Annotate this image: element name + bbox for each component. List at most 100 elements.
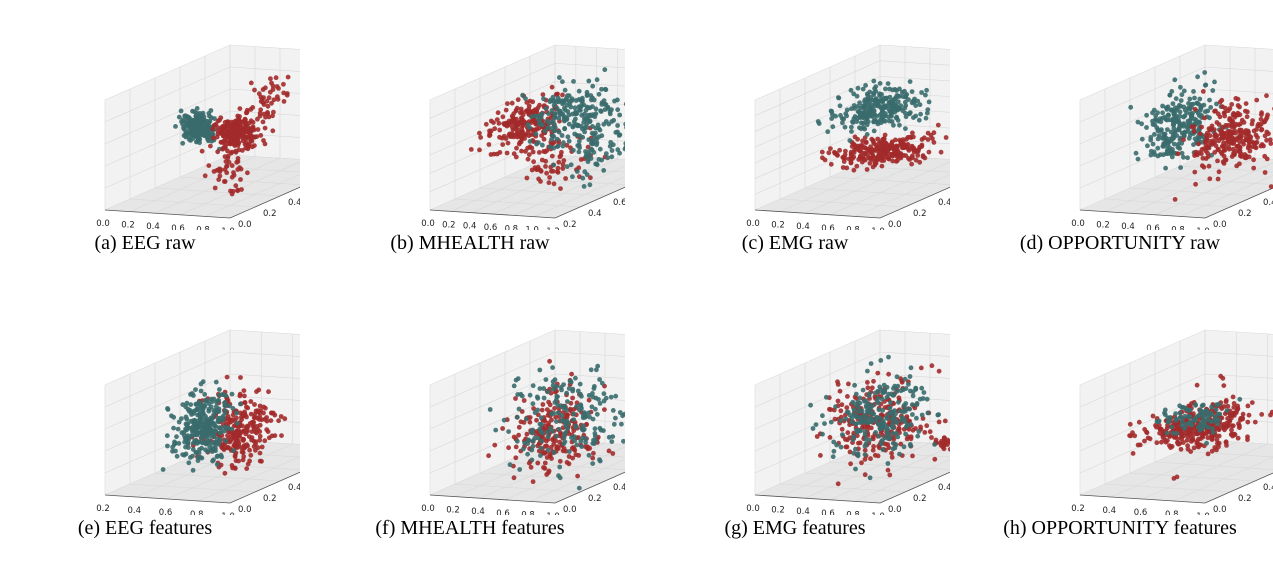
data-point: [522, 440, 528, 446]
data-point: [226, 159, 232, 165]
data-point: [592, 426, 598, 432]
data-point: [1168, 129, 1174, 135]
x-tick-label: 1.0: [546, 512, 560, 515]
data-point: [247, 131, 253, 137]
data-point: [1264, 93, 1269, 99]
data-point: [553, 438, 558, 444]
data-point: [1144, 112, 1149, 118]
data-point: [551, 450, 557, 455]
data-point: [889, 454, 895, 460]
data-point: [229, 434, 234, 439]
data-point: [1179, 150, 1185, 156]
data-point: [938, 149, 944, 155]
data-point: [1178, 165, 1183, 171]
x-tick-label: 0.2: [1096, 221, 1110, 230]
data-point: [1237, 396, 1243, 402]
data-point: [557, 458, 563, 464]
data-point: [1132, 433, 1138, 439]
data-point: [918, 111, 923, 117]
data-point: [890, 430, 896, 436]
data-point: [869, 385, 875, 391]
data-point: [550, 428, 555, 434]
data-point: [623, 102, 625, 107]
data-point: [872, 390, 878, 396]
data-point: [887, 405, 893, 411]
data-point: [1239, 154, 1244, 159]
data-point: [1230, 394, 1236, 400]
data-point: [606, 448, 612, 454]
data-point: [891, 122, 896, 128]
data-point: [1210, 426, 1215, 431]
caption-eeg-features: (e) EEG features: [77, 517, 213, 539]
x-tick-label: 0.4: [1102, 506, 1116, 515]
data-point: [887, 143, 892, 149]
data-point: [233, 183, 239, 189]
data-point: [1165, 127, 1170, 132]
data-point: [228, 150, 234, 156]
x-tick-label: 0.2: [771, 506, 785, 515]
data-point: [886, 371, 891, 377]
data-point: [895, 99, 901, 105]
x-axis-line: [429, 494, 556, 504]
data-point: [1205, 424, 1211, 430]
data-point: [546, 111, 551, 117]
data-point: [190, 467, 196, 473]
data-point: [506, 445, 511, 451]
data-point: [868, 415, 874, 421]
data-point: [570, 124, 576, 130]
data-point: [874, 399, 880, 404]
data-point: [591, 150, 597, 155]
data-point: [593, 438, 599, 444]
data-point: [854, 433, 860, 439]
data-point: [264, 98, 270, 104]
data-point: [1251, 157, 1256, 163]
data-point: [565, 134, 571, 140]
data-point: [838, 113, 843, 118]
data-point: [576, 149, 582, 155]
data-point: [266, 95, 272, 101]
data-point: [591, 386, 597, 391]
data-point: [574, 169, 580, 174]
data-point: [266, 114, 272, 120]
data-point: [858, 415, 863, 420]
data-point: [1161, 135, 1167, 141]
data-point: [530, 383, 536, 389]
data-point: [559, 149, 564, 155]
data-point: [898, 441, 904, 447]
data-point: [231, 443, 237, 449]
data-point: [881, 136, 887, 142]
data-point: [898, 142, 903, 148]
y-tick-label: 0.0: [238, 505, 252, 515]
gridline-z: [1079, 395, 1273, 452]
data-point: [229, 163, 235, 169]
data-point: [1136, 419, 1142, 425]
gridline-z: [1079, 88, 1273, 145]
data-point: [509, 100, 515, 106]
data-point: [487, 128, 492, 134]
data-point: [1161, 143, 1167, 149]
data-point: [284, 92, 290, 98]
data-point: [580, 134, 586, 140]
data-point: [590, 455, 596, 461]
data-point: [888, 103, 894, 109]
data-point: [174, 434, 179, 440]
data-point: [200, 410, 206, 415]
data-point: [1181, 405, 1186, 410]
data-point: [217, 425, 223, 431]
data-point: [243, 124, 249, 129]
data-point: [1135, 156, 1141, 162]
data-point: [808, 402, 813, 408]
data-point: [572, 105, 578, 111]
data-point: [864, 115, 870, 121]
data-point: [1265, 112, 1270, 118]
data-point: [854, 163, 860, 169]
data-point: [818, 453, 823, 458]
data-point: [919, 385, 925, 391]
data-point: [545, 434, 551, 440]
data-point: [1190, 437, 1196, 443]
data-point: [1196, 113, 1202, 118]
data-point: [1197, 96, 1203, 102]
data-point: [211, 434, 217, 439]
data-point: [523, 416, 529, 422]
data-point: [851, 91, 857, 97]
